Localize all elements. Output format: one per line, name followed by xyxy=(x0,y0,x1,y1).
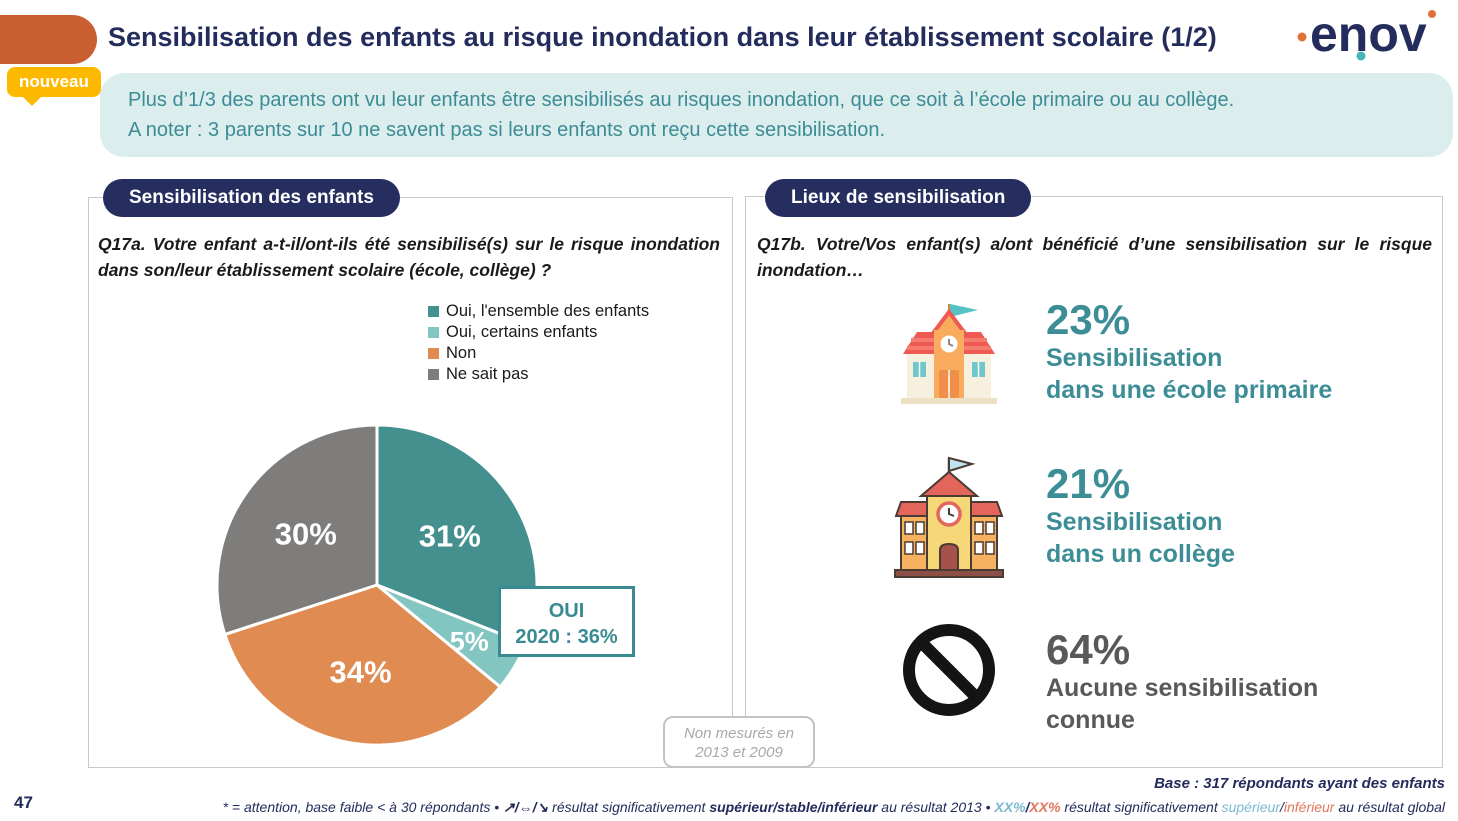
svg-text:enov: enov xyxy=(1310,6,1427,62)
footnote-xx-inferior: XX% xyxy=(1029,799,1061,815)
footnote-part: résultat significativement xyxy=(1060,799,1222,815)
nouveau-badge: nouveau xyxy=(7,67,101,106)
footnote-slash: / xyxy=(1279,799,1284,815)
legend-item: Non xyxy=(428,343,649,364)
stat-value: 21% xyxy=(1046,460,1131,507)
panel-lieux-sensibilisation xyxy=(745,196,1443,768)
primary-school-icon xyxy=(890,296,1008,408)
panel-left-header: Sensibilisation des enfants xyxy=(103,179,400,217)
pie-chart: 31%5%34%30% xyxy=(215,423,539,747)
stat-college: 21% Sensibilisation dans un collège xyxy=(890,450,1235,582)
stat-aucune-sensibilisation: 64% Aucune sensibilisation connue xyxy=(890,620,1318,736)
pie-slice xyxy=(215,423,379,637)
stat-label-line: Aucune sensibilisation xyxy=(1046,674,1319,702)
legend-item: Ne sait pas xyxy=(428,364,649,385)
legend-swatch-icon xyxy=(428,327,439,338)
legend-label: Ne sait pas xyxy=(446,365,529,383)
no-entry-icon xyxy=(890,620,1008,720)
footnote-part: * = attention, base faible < à 30 répond… xyxy=(222,799,504,815)
page-number: 47 xyxy=(14,793,33,812)
oui-value: 2020 : 36% xyxy=(515,626,618,648)
oui-total-callout: OUI 2020 : 36% xyxy=(498,586,635,657)
legend-item: Oui, certains enfants xyxy=(428,322,649,343)
footnote: * = attention, base faible < à 30 répond… xyxy=(180,799,1445,816)
enov-logo: enov xyxy=(1295,4,1455,64)
legend-label: Non xyxy=(446,344,477,362)
pie-data-label: 31% xyxy=(419,519,481,554)
callout-line-2: A noter : 3 parents sur 10 ne savent pas… xyxy=(128,119,886,141)
oui-label: OUI xyxy=(548,600,585,622)
footnote-part: au résultat global xyxy=(1334,799,1445,815)
pie-slice xyxy=(222,583,503,747)
note-line-1: Non mesurés en xyxy=(683,725,795,742)
legend-swatch-icon xyxy=(428,306,439,317)
college-icon xyxy=(890,450,1008,582)
stat-value: 23% xyxy=(1046,296,1131,343)
footnote-xx-superior: XX% xyxy=(994,799,1026,815)
stat-ecole-primaire: 23% Sensibilisation dans une école prima… xyxy=(890,296,1332,408)
significance-arrows-icon: ↗/⇔/↘ xyxy=(503,799,549,815)
stat-value: 64% xyxy=(1046,626,1131,673)
page-title: Sensibilisation des enfants au risque in… xyxy=(108,22,1217,52)
pie-data-label: 34% xyxy=(329,654,391,689)
enov-logo-icon: enov xyxy=(1297,6,1436,62)
legend-label: Oui, l'ensemble des enfants xyxy=(446,302,650,320)
stat-label-line: dans un collège xyxy=(1046,540,1235,568)
legend-item: Oui, l'ensemble des enfants xyxy=(428,301,649,322)
footnote-bold: supérieur/stable/inférieur xyxy=(709,799,878,815)
stat-label-line: Sensibilisation xyxy=(1046,508,1223,536)
question-q17a: Q17a. Votre enfant a-t-il/ont-ils été se… xyxy=(98,234,720,281)
footnote-superior-word: supérieur xyxy=(1221,799,1280,815)
legend-swatch-icon xyxy=(428,369,439,380)
pie-legend: Oui, l'ensemble des enfants Oui, certain… xyxy=(428,301,649,385)
footnote-slash: / xyxy=(1025,799,1030,815)
footnote-inferior-word: inférieur xyxy=(1283,799,1335,815)
key-insight-callout: Plus d’1/3 des parents ont vu leur enfan… xyxy=(100,73,1453,157)
not-measured-note: Non mesurés en 2013 et 2009 xyxy=(663,716,815,768)
footnote-part: résultat significativement xyxy=(548,799,710,815)
stat-label-line: Sensibilisation xyxy=(1046,344,1223,372)
stat-label-line: connue xyxy=(1046,706,1135,734)
pie-data-label: 30% xyxy=(275,516,337,551)
panel-right-header: Lieux de sensibilisation xyxy=(765,179,1032,217)
orange-corner-tab xyxy=(0,15,97,64)
callout-line-1: Plus d’1/3 des parents ont vu leur enfan… xyxy=(128,89,1235,111)
question-q17b: Q17b. Votre/Vos enfant(s) a/ont bénéfici… xyxy=(757,234,1432,281)
legend-label: Oui, certains enfants xyxy=(446,323,598,341)
stat-label-line: dans une école primaire xyxy=(1046,376,1333,404)
base-note: Base : 317 répondants ayant des enfants xyxy=(1154,775,1445,792)
legend-swatch-icon xyxy=(428,348,439,359)
note-line-2: 2013 et 2009 xyxy=(695,744,783,761)
footnote-part: au résultat 2013 • xyxy=(877,799,995,815)
